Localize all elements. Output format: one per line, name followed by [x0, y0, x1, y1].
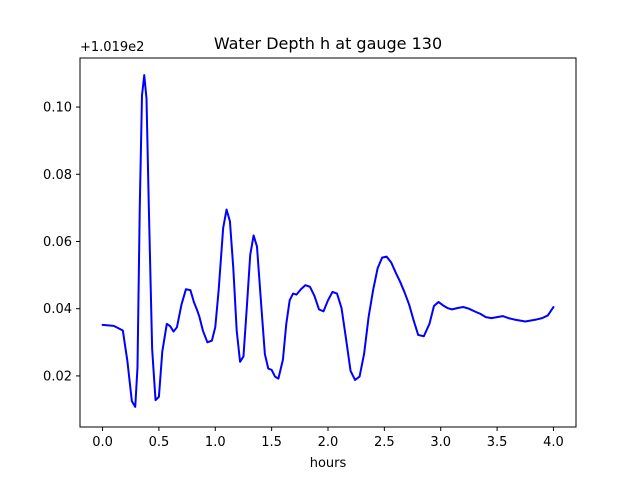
y-tick-label: 0.04 [43, 302, 72, 317]
x-tick-label: 0.0 [92, 435, 113, 450]
y-tick-label: 0.06 [43, 235, 72, 250]
x-tick-label: 3.5 [487, 435, 508, 450]
x-tick-label: 0.5 [149, 435, 170, 450]
y-axis: 0.02 0.04 0.06 0.08 0.10 [43, 101, 80, 384]
series-line [101, 74, 555, 408]
y-tick-label: 0.08 [43, 168, 72, 183]
x-tick-label: 4.0 [543, 435, 564, 450]
y-tick-label: 0.10 [43, 101, 72, 116]
x-tick-label: 1.5 [261, 435, 282, 450]
x-tick-label: 2.5 [374, 435, 395, 450]
x-tick-label: 1.0 [205, 435, 226, 450]
x-axis-label: hours [310, 456, 347, 471]
y-tick-label: 0.02 [43, 369, 72, 384]
chart-title: Water Depth h at gauge 130 [214, 34, 442, 53]
y-offset-label: +1.019e2 [80, 40, 144, 55]
x-tick-label: 3.0 [430, 435, 451, 450]
x-axis: 0.0 0.5 1.0 1.5 2.0 2.5 3.0 3.5 4.0 [92, 427, 564, 450]
x-tick-label: 2.0 [318, 435, 339, 450]
